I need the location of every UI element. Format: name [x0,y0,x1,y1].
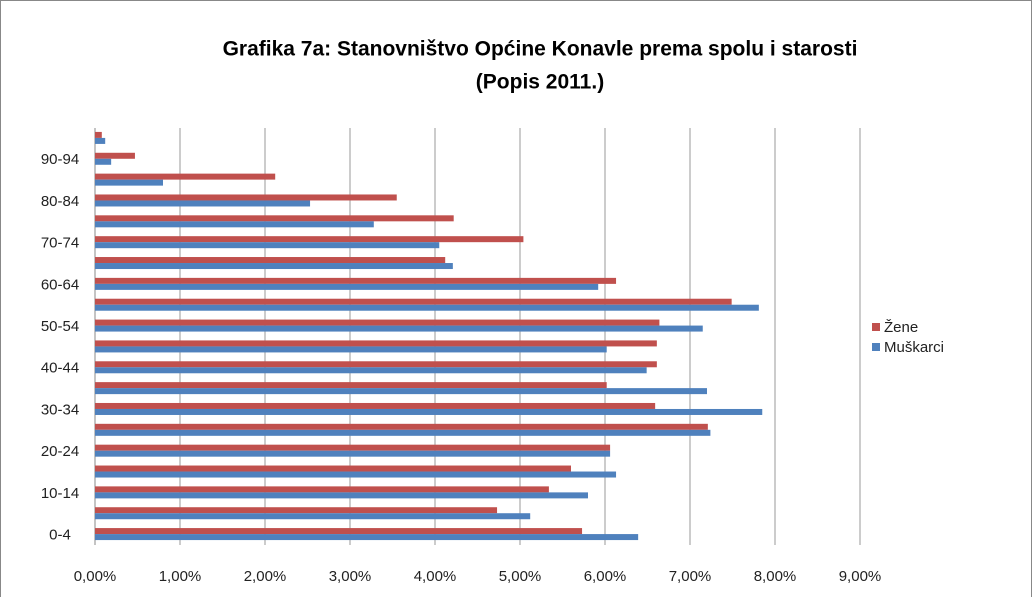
bar [95,236,524,243]
bar [95,367,647,374]
bar [95,492,588,499]
bar [95,465,571,472]
bar [95,173,276,180]
legend-swatch [872,323,880,331]
bar [95,325,703,332]
bar [95,137,106,144]
bar [95,283,599,290]
x-tick-label: 3,00% [329,568,372,585]
bar [95,263,453,270]
chart-title: Grafika 7a: Stanovništvo Općine Konavle … [223,38,858,61]
bar [95,408,763,415]
bar [95,179,163,186]
y-tick-label: 30-34 [41,401,79,418]
legend-label: Muškarci [884,339,944,356]
bar [95,444,611,451]
bar [95,528,583,535]
bar [95,304,759,311]
x-tick-label: 1,00% [159,568,202,585]
bar [95,158,112,165]
bar [95,215,454,222]
x-tick-label: 5,00% [499,568,542,585]
bar [95,277,617,284]
bar [95,471,617,478]
y-tick-label: 90-94 [41,151,79,168]
bar [95,257,446,264]
y-tick-label: 60-64 [41,276,79,293]
bar [95,402,656,409]
bar [95,298,732,305]
x-tick-label: 2,00% [244,568,287,585]
bar [95,361,657,368]
y-tick-label: 50-54 [41,318,79,335]
bar [95,242,440,249]
bar [95,200,311,207]
bar [95,319,660,326]
y-tick-label: 10-14 [41,485,79,502]
bar [95,194,397,201]
y-tick-label: 80-84 [41,193,79,210]
bar [95,152,135,159]
legend-swatch [872,343,880,351]
y-tick-label: 70-74 [41,235,79,252]
x-tick-label: 6,00% [584,568,627,585]
chart-title: (Popis 2011.) [476,71,604,94]
y-tick-label: 20-24 [41,443,79,460]
bar [95,340,657,347]
bar [95,221,374,228]
x-tick-label: 8,00% [754,568,797,585]
y-tick-label: 0-4 [49,527,71,544]
bar [95,131,102,138]
bar [95,534,639,541]
x-tick-label: 4,00% [414,568,457,585]
bar [95,429,711,436]
legend-label: Žene [884,319,918,336]
bar [95,513,531,520]
bar [95,388,707,395]
x-tick-label: 0,00% [74,568,117,585]
bar [95,486,549,493]
y-tick-label: 40-44 [41,360,79,377]
x-tick-label: 9,00% [839,568,882,585]
bar [95,450,611,457]
bar [95,382,607,389]
bar [95,346,607,353]
x-tick-label: 7,00% [669,568,712,585]
bar [95,507,498,514]
bar [95,423,708,430]
